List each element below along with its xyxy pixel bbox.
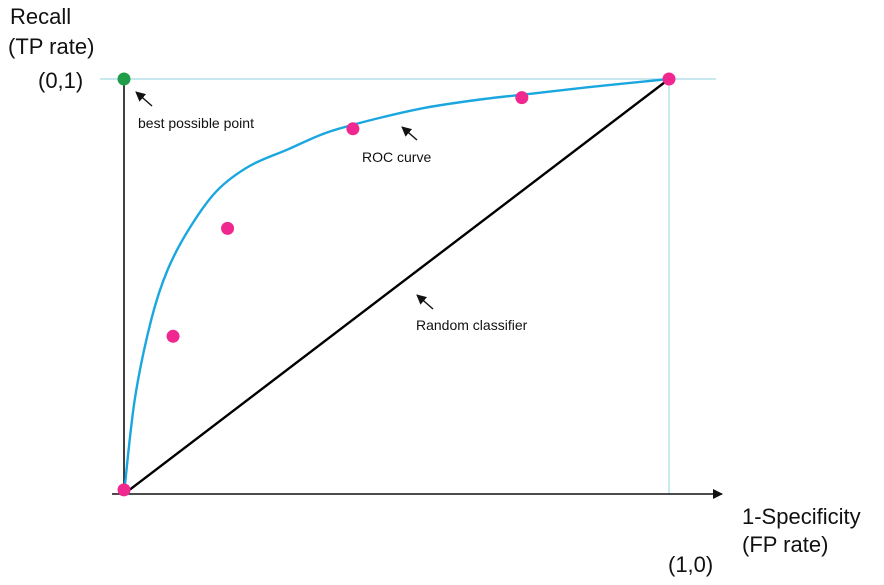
roc-point (117, 483, 131, 497)
random-classifier-annotation: Random classifier (416, 317, 528, 333)
roc-point (346, 122, 360, 136)
roc-point (515, 91, 529, 105)
best-point-arrow (135, 91, 153, 107)
x-axis-label-line1: 1-Specificity (742, 504, 861, 529)
roc-curve-arrow (401, 126, 418, 141)
roc-point (166, 329, 180, 343)
roc-curve-annotation: ROC curve (362, 149, 431, 165)
corner-label-top-left: (0,1) (38, 68, 83, 93)
y-axis-label-line1: Recall (10, 4, 71, 29)
roc-point (662, 72, 676, 86)
best-point-annotation: best possible point (138, 115, 254, 131)
x-axis-label-line2: (FP rate) (742, 532, 828, 557)
y-axis-label-line2: (TP rate) (8, 34, 94, 59)
roc-point (221, 221, 235, 235)
best-possible-point (117, 72, 131, 86)
random-classifier-line (123, 78, 670, 495)
random-classifier-arrow (416, 294, 434, 310)
corner-label-bottom-right: (1,0) (668, 552, 713, 577)
